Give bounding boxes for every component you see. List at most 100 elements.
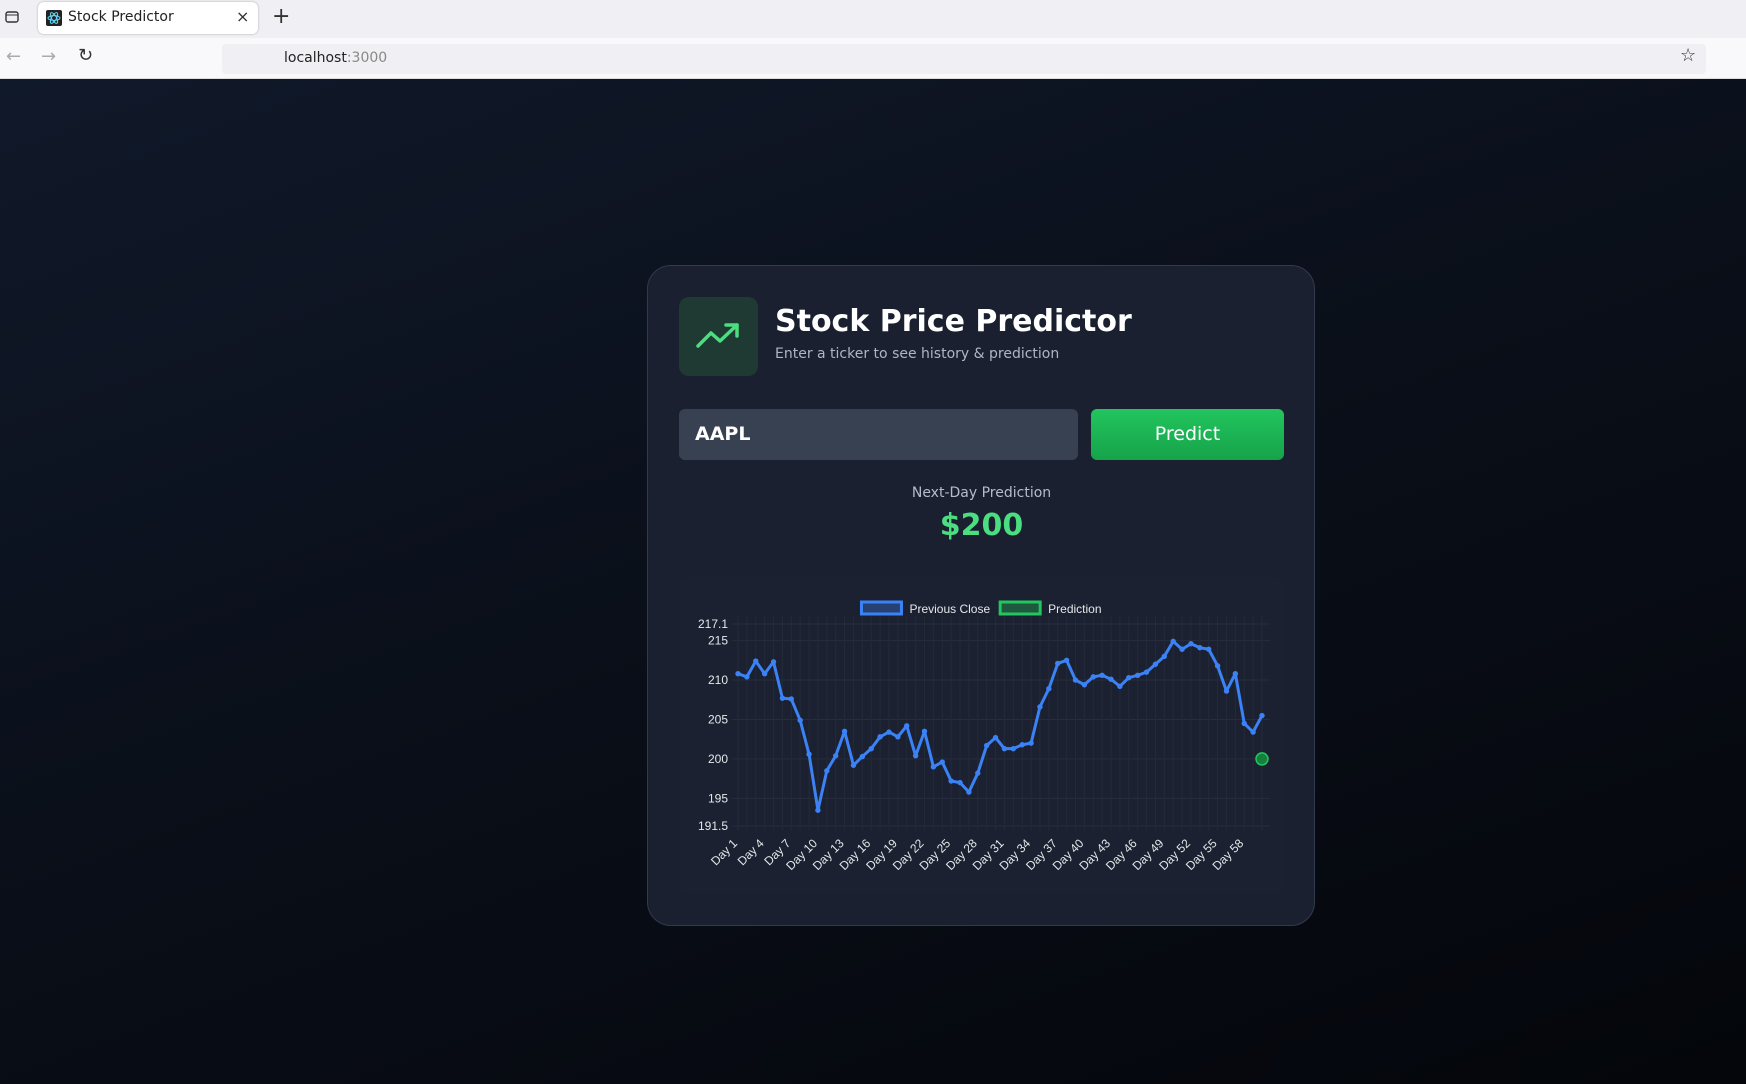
point: [1090, 674, 1096, 680]
point: [1206, 646, 1212, 652]
point: [921, 728, 928, 735]
url-bar[interactable]: localhost:3000: [222, 44, 1706, 74]
point: [1241, 720, 1247, 727]
back[interactable]: ←: [6, 46, 22, 67]
bookmark[interactable]: ☆: [1680, 45, 1697, 66]
point: [1063, 657, 1070, 663]
point: [850, 762, 857, 768]
subtitle: Enter a ticker to see history & predicti…: [775, 346, 1060, 362]
point: [1028, 740, 1034, 746]
point: [939, 759, 945, 765]
tab-close[interactable]: ×: [236, 7, 250, 26]
point: [1019, 742, 1025, 748]
predict-button[interactable]: Predict: [1091, 409, 1284, 460]
point: [1161, 653, 1168, 660]
point: [832, 753, 839, 759]
point: [761, 671, 768, 677]
point: [1259, 712, 1265, 719]
point: [1214, 663, 1221, 669]
point: [895, 734, 901, 740]
title: Stock Price Predictor: [775, 304, 1132, 339]
point: [948, 778, 954, 784]
point: [1223, 688, 1230, 694]
point: [1255, 752, 1269, 766]
logo-icon: [679, 297, 758, 376]
y-tick-label: 191.5: [698, 819, 728, 833]
line: [737, 639, 1264, 812]
point: [1152, 661, 1159, 667]
point: [859, 753, 866, 760]
y-tick-label: 195: [708, 791, 728, 805]
point: [904, 723, 910, 729]
point: [824, 768, 830, 774]
point: [1037, 704, 1043, 710]
point: [957, 779, 963, 786]
point: [886, 729, 892, 735]
point: [1108, 676, 1114, 682]
point: [815, 807, 821, 813]
point: [1232, 671, 1239, 677]
legend-label: Prediction: [1048, 602, 1101, 616]
point: [1099, 672, 1105, 678]
point: [806, 751, 812, 757]
ticker-input[interactable]: AAPL: [679, 409, 1078, 460]
tab[interactable]: Stock Predictor ×: [38, 2, 258, 34]
y-tick-label: 217.1: [698, 617, 728, 631]
tab-favicon: [46, 10, 62, 26]
tab-title: Stock Predictor: [68, 9, 174, 25]
y-tick-label: 205: [708, 712, 728, 726]
point: [1046, 686, 1052, 692]
y-tick-label: 210: [708, 673, 728, 687]
y-tick-label: 215: [708, 634, 728, 648]
point: [868, 745, 874, 752]
trend-icon: [696, 323, 739, 348]
point: [912, 753, 919, 759]
reload[interactable]: ↻: [78, 45, 94, 66]
url-port: :3000: [346, 50, 388, 66]
point: [1197, 644, 1203, 651]
point: [788, 696, 794, 702]
point: [1117, 683, 1123, 690]
legend-swatch: [859, 600, 903, 616]
point: [992, 734, 999, 741]
x-tick-label: Day 1: [708, 836, 740, 868]
point: [930, 764, 937, 770]
point: [877, 734, 883, 740]
y-tick-label: 200: [708, 752, 728, 766]
point: [1250, 729, 1256, 735]
legend-label: Previous Close: [909, 602, 990, 616]
point: [744, 674, 750, 680]
prediction-value: $200: [939, 508, 1024, 543]
point: [1081, 682, 1088, 688]
url-host: localhost: [284, 50, 347, 66]
point: [1001, 745, 1008, 752]
point: [1055, 660, 1061, 667]
tab-list-icon[interactable]: [4, 9, 20, 25]
point: [1170, 638, 1176, 645]
point: [1179, 646, 1185, 652]
point: [735, 671, 741, 677]
forward[interactable]: →: [41, 46, 57, 67]
new-tab[interactable]: +: [272, 4, 291, 29]
point: [1134, 672, 1141, 678]
x-tick-label: Day 4: [735, 836, 767, 868]
point: [1143, 669, 1150, 675]
legend-swatch: [998, 600, 1042, 616]
point: [770, 659, 777, 665]
url: localhost:3000: [284, 50, 387, 66]
point: [841, 728, 848, 735]
prediction-label: Next-Day Prediction: [911, 485, 1052, 501]
point: [983, 742, 990, 749]
point: [1072, 677, 1079, 683]
point: [1126, 674, 1132, 681]
point: [779, 695, 786, 701]
point: [1188, 641, 1194, 647]
point: [753, 658, 759, 664]
point: [966, 789, 972, 795]
point: [797, 717, 803, 723]
point: [975, 770, 981, 776]
tab-bar: [0, 0, 1746, 38]
point: [1010, 745, 1017, 752]
